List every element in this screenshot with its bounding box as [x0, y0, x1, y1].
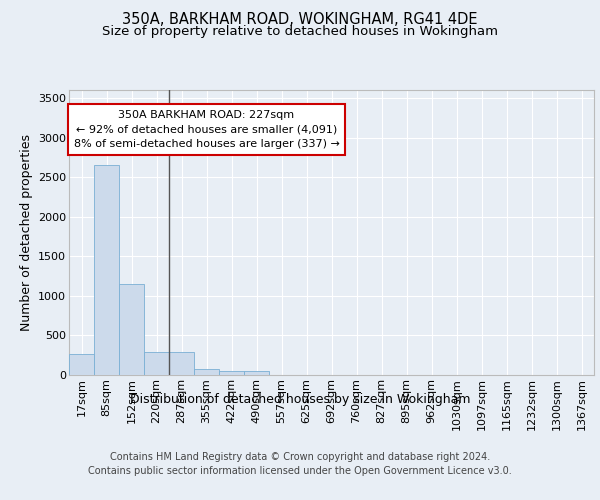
- Bar: [244, 372, 269, 375]
- Bar: [119, 284, 144, 375]
- Bar: [194, 368, 219, 375]
- Text: Distribution of detached houses by size in Wokingham: Distribution of detached houses by size …: [130, 392, 470, 406]
- Text: 350A, BARKHAM ROAD, WOKINGHAM, RG41 4DE: 350A, BARKHAM ROAD, WOKINGHAM, RG41 4DE: [122, 12, 478, 28]
- Bar: [219, 371, 244, 375]
- Bar: [169, 352, 194, 375]
- Bar: [144, 352, 169, 375]
- Text: 350A BARKHAM ROAD: 227sqm
← 92% of detached houses are smaller (4,091)
8% of sem: 350A BARKHAM ROAD: 227sqm ← 92% of detac…: [74, 110, 340, 150]
- Bar: [94, 165, 119, 375]
- Y-axis label: Number of detached properties: Number of detached properties: [20, 134, 32, 331]
- Text: Size of property relative to detached houses in Wokingham: Size of property relative to detached ho…: [102, 25, 498, 38]
- Bar: [69, 354, 94, 375]
- Text: Contains HM Land Registry data © Crown copyright and database right 2024.
Contai: Contains HM Land Registry data © Crown c…: [88, 452, 512, 476]
